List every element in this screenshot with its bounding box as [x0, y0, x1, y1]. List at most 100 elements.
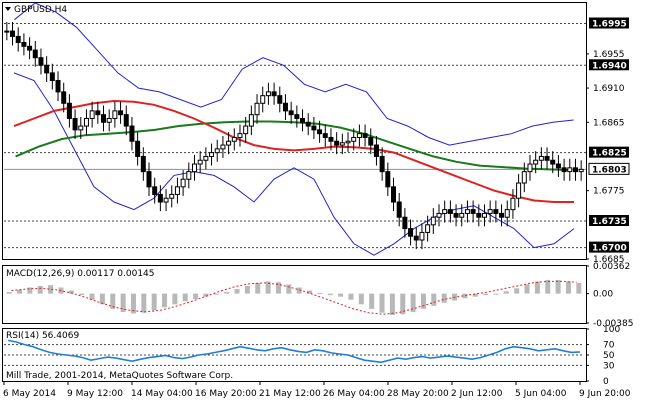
candle-body: [163, 197, 169, 203]
time-tick-label: 9 Jun 20:00: [579, 389, 631, 399]
price-tick-label: 1.6865: [593, 118, 625, 128]
candle-body: [300, 117, 306, 123]
level-label: 1.6995: [592, 20, 627, 30]
candle-body: [38, 57, 44, 66]
candle-body: [10, 30, 16, 37]
candle-body: [317, 129, 323, 135]
candle-body: [572, 167, 578, 173]
macd-bar: [431, 293, 437, 306]
candle-body: [4, 30, 10, 33]
macd-bar: [493, 293, 499, 295]
candle-body: [351, 136, 357, 142]
candle-body: [231, 136, 237, 142]
macd-bar: [348, 293, 354, 300]
macd-tick-label: 0.00362: [593, 262, 630, 272]
candle-body: [436, 212, 442, 218]
candle-body: [243, 125, 249, 135]
bollinger-upper: [14, 2, 574, 146]
candle-body: [516, 182, 522, 199]
macd-bar: [317, 292, 323, 294]
macd-bar: [234, 289, 240, 294]
macd-bar: [110, 293, 116, 309]
candle-body: [413, 235, 419, 241]
macd-signal-path: [11, 280, 577, 315]
candle-body: [447, 209, 453, 214]
macd-bar: [79, 293, 85, 296]
candle-body: [385, 171, 391, 188]
candle-body: [533, 159, 539, 165]
level-label: 1.6940: [592, 61, 627, 71]
candle-body: [282, 102, 288, 112]
candle-body: [214, 148, 220, 154]
candle-body: [32, 49, 38, 59]
candle-body: [146, 171, 152, 188]
symbol-dropdown-icon[interactable]: [5, 7, 11, 11]
macd-bar: [420, 293, 426, 309]
moving-average-green: [15, 120, 573, 172]
candle-body: [191, 163, 197, 173]
candle-body: [305, 121, 311, 127]
candle-body: [129, 125, 135, 142]
time-tick-label: 21 May 12:00: [259, 389, 321, 399]
candle-body: [425, 224, 431, 233]
macd-bar: [17, 289, 23, 294]
macd-bar: [327, 293, 333, 296]
current-price-box: [588, 162, 630, 175]
candle-body: [544, 155, 550, 161]
macd-bar: [255, 282, 261, 294]
candle-body: [550, 159, 556, 165]
candle-body: [123, 114, 129, 127]
price-tick-label: 1.6775: [593, 187, 625, 197]
candle-body: [106, 117, 112, 123]
candle-body: [66, 102, 72, 119]
candle-body: [578, 168, 584, 173]
macd-bar: [296, 287, 302, 294]
moving-average-red: [13, 99, 574, 203]
candle-body: [157, 193, 163, 203]
candle-body: [152, 186, 158, 195]
candle-body: [203, 155, 209, 161]
candle-body: [95, 110, 101, 116]
macd-bar: [576, 282, 582, 294]
candle-body: [248, 114, 254, 127]
level-label-box: [589, 241, 629, 253]
macd-bar: [534, 281, 540, 294]
level-label-box: [589, 59, 629, 71]
price-tick-label: 1.6910: [593, 84, 625, 94]
candle-body: [453, 212, 459, 218]
macd-signal-line: [11, 280, 577, 315]
candle-body: [72, 117, 78, 131]
macd-axis: 0.00362 0.00 -0.00385: [586, 262, 633, 329]
macd-bar: [379, 293, 385, 313]
level-label: 1.6700: [592, 244, 627, 254]
candle-body: [180, 178, 186, 188]
macd-panel-frame: [2, 265, 587, 324]
candle-body: [356, 133, 362, 138]
price-panel: 1.6995 1.6940 1.6825 1.6735 1.6700 1.6803 1.6…: [2, 2, 630, 265]
macd-bar: [162, 293, 168, 308]
time-tick-label: 28 May 20:00: [387, 389, 449, 399]
bollinger-bands: [13, 2, 575, 256]
candle-body: [135, 140, 141, 157]
macd-bar: [141, 293, 147, 313]
candle-body: [83, 117, 89, 127]
macd-bar: [358, 293, 364, 305]
candle-body: [237, 133, 243, 138]
macd-bar: [224, 292, 230, 294]
candle-body: [21, 42, 27, 47]
candle-body: [294, 114, 300, 119]
macd-bar: [172, 293, 178, 305]
candle-body: [510, 197, 516, 211]
macd-bar: [514, 288, 520, 294]
candle-body: [430, 216, 436, 226]
macd-bar: [203, 293, 209, 297]
candle-body: [459, 212, 465, 218]
time-tick-label: 5 Jun 04:00: [515, 389, 567, 399]
macd-bar: [182, 293, 188, 302]
candle-body: [288, 110, 294, 116]
candle-body: [527, 163, 533, 173]
level-label-box: [589, 146, 629, 158]
candle-body: [521, 171, 527, 184]
